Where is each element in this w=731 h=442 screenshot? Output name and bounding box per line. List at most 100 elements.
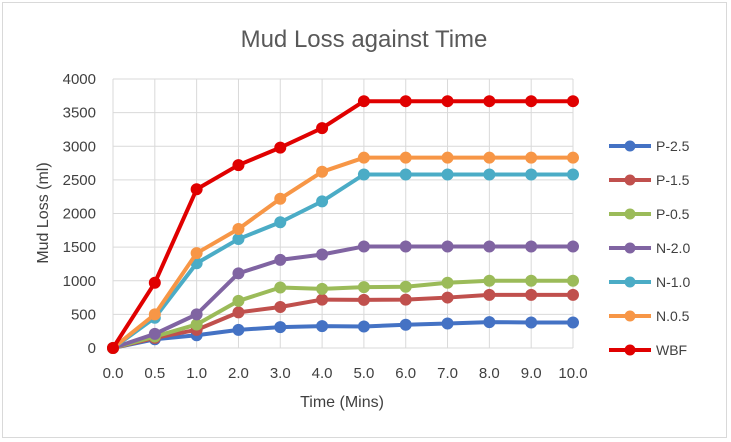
data-point — [232, 306, 245, 319]
data-point — [107, 342, 119, 354]
data-point — [483, 274, 496, 287]
data-point — [441, 240, 454, 253]
data-point — [316, 248, 329, 261]
legend-item: N-1.0 — [609, 274, 690, 290]
data-point — [483, 95, 496, 108]
x-axis-ticks: 0.0 0.5 1.0 2.0 3.0 4.0 5.0 6.0 7.0 8.0 9.0 10.0 — [103, 365, 588, 382]
data-point — [316, 320, 329, 333]
series-line — [111, 155, 575, 350]
x-tick-label: 1.0 — [186, 365, 207, 382]
data-point — [567, 240, 579, 253]
x-tick-label: 0.0 — [103, 365, 124, 382]
data-point — [399, 151, 412, 164]
legend-label: P-2.5 — [656, 138, 690, 154]
data-point — [148, 327, 161, 340]
data-point — [357, 320, 370, 333]
legend-swatch-marker — [624, 276, 636, 288]
data-point — [483, 240, 496, 253]
series-line — [111, 172, 575, 350]
data-point — [567, 95, 579, 108]
y-tick-label: 3500 — [63, 105, 96, 122]
data-point — [274, 253, 287, 266]
series-layer — [107, 95, 579, 354]
data-point — [441, 276, 454, 289]
legend: P-2.5 P-1.5 P-0.5 N-2.0 N-1.0 N.0.5 WBF — [609, 138, 690, 358]
data-point — [316, 282, 329, 295]
data-point — [190, 318, 203, 331]
series-line — [111, 320, 575, 350]
y-tick-label: 1000 — [63, 273, 96, 290]
legend-label: WBF — [656, 342, 687, 358]
x-tick-label: 9.0 — [521, 365, 542, 382]
data-point — [316, 293, 329, 306]
data-point — [232, 323, 245, 336]
legend-item: N-2.0 — [609, 240, 690, 256]
x-tick-label: 5.0 — [353, 365, 374, 382]
data-point — [232, 159, 245, 172]
data-point — [232, 233, 245, 246]
data-point — [232, 294, 245, 307]
data-point — [441, 168, 454, 181]
data-point — [525, 168, 538, 181]
series-line — [111, 99, 575, 350]
series-n-0-5 — [107, 151, 579, 354]
data-point — [525, 316, 538, 329]
data-point — [525, 95, 538, 108]
legend-swatch-marker — [624, 242, 636, 254]
data-point — [399, 318, 412, 331]
x-tick-label: 4.0 — [312, 365, 333, 382]
data-point — [441, 95, 454, 108]
data-point — [483, 168, 496, 181]
x-axis-title: Time (Mins) — [300, 394, 384, 411]
data-point — [316, 165, 329, 178]
data-point — [357, 293, 370, 306]
data-point — [232, 267, 245, 280]
y-tick-label: 1500 — [63, 239, 96, 256]
data-point — [148, 308, 161, 321]
data-point — [525, 274, 538, 287]
series-line — [111, 244, 575, 350]
legend-item: P-1.5 — [609, 172, 690, 188]
data-point — [567, 168, 579, 181]
data-point — [357, 168, 370, 181]
data-point — [441, 317, 454, 330]
data-point — [483, 316, 496, 329]
legend-item: P-0.5 — [609, 206, 690, 222]
legend-label: N-1.0 — [656, 274, 690, 290]
y-tick-label: 2000 — [63, 206, 96, 223]
data-point — [316, 195, 329, 208]
data-point — [190, 183, 203, 196]
data-point — [274, 192, 287, 205]
legend-label: P-1.5 — [656, 172, 690, 188]
legend-label: N-2.0 — [656, 240, 690, 256]
data-point — [399, 95, 412, 108]
y-axis-title: Mud Loss (ml) — [35, 162, 52, 263]
legend-swatch-marker — [624, 310, 636, 322]
x-tick-label: 6.0 — [395, 365, 416, 382]
x-tick-label: 8.0 — [479, 365, 500, 382]
series-line — [111, 292, 575, 350]
chart-frame — [2, 2, 727, 438]
data-point — [357, 281, 370, 294]
legend-label: P-0.5 — [656, 206, 690, 222]
chart-title: Mud Loss against Time — [241, 26, 488, 53]
data-point — [567, 316, 579, 329]
data-point — [399, 280, 412, 293]
data-point — [567, 274, 579, 287]
data-point — [274, 300, 287, 313]
y-tick-label: 500 — [71, 306, 96, 323]
data-point — [567, 288, 579, 301]
data-point — [190, 308, 203, 321]
x-tick-label: 7.0 — [437, 365, 458, 382]
data-point — [525, 151, 538, 164]
y-tick-label: 3000 — [63, 138, 96, 155]
data-point — [190, 247, 203, 260]
x-tick-label: 2.0 — [228, 365, 249, 382]
x-tick-label: 3.0 — [270, 365, 291, 382]
data-point — [357, 151, 370, 164]
gridlines — [112, 78, 574, 349]
data-point — [232, 222, 245, 235]
data-point — [399, 240, 412, 253]
series-wbf — [107, 95, 579, 354]
